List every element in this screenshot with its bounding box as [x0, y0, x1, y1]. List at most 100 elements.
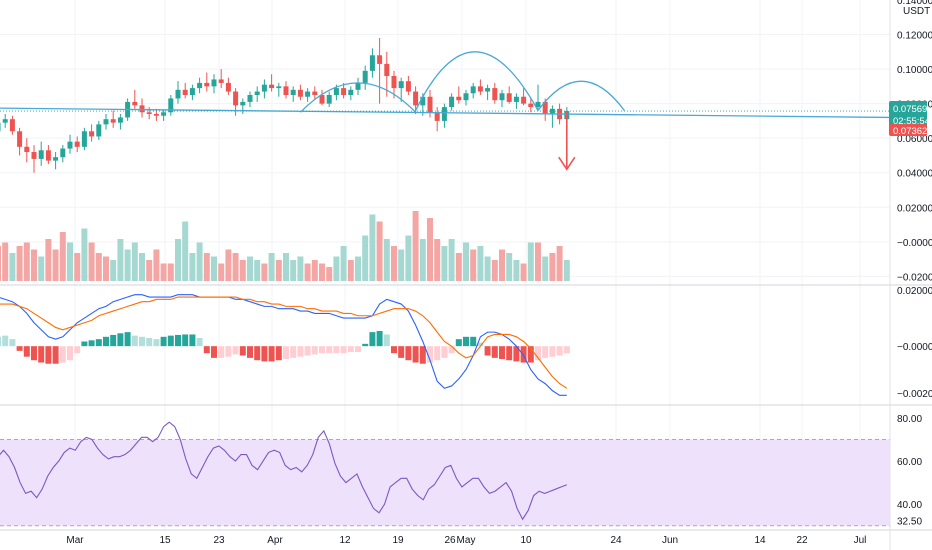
macd-histogram-bar	[38, 346, 45, 363]
candle-body	[377, 55, 383, 64]
current-price-text: 0.07569	[893, 104, 927, 115]
candle-body	[405, 81, 411, 92]
candle-body	[276, 86, 282, 89]
rsi-axis-label: 32.50	[897, 516, 922, 527]
rsi-axis-label: 40.00	[897, 500, 922, 511]
macd-histogram-bar	[319, 346, 325, 354]
candle-body	[89, 131, 95, 137]
volume-bar	[203, 253, 210, 281]
prev-price-text: 0.07362	[893, 126, 927, 137]
macd-histogram-bar	[520, 346, 527, 363]
volume-bar	[412, 211, 419, 281]
volume-bar	[470, 249, 477, 281]
macd-histogram-bar	[110, 334, 117, 347]
candle-body	[225, 82, 231, 92]
candle-body	[175, 89, 181, 99]
macd-histogram-bar	[275, 346, 282, 361]
candle-body	[31, 152, 37, 159]
countdown-text: 02:55:54	[893, 116, 930, 127]
volume-bar	[513, 260, 520, 281]
macd-histogram-bar	[499, 346, 505, 360]
macd-histogram-bar	[189, 334, 196, 347]
macd-histogram-bar	[527, 346, 534, 363]
volume-bar	[491, 260, 498, 281]
volume-bar	[549, 253, 556, 281]
candle-body	[189, 88, 195, 95]
candle-body	[297, 89, 303, 97]
macd-histogram-bar	[160, 336, 167, 347]
macd-line	[0, 294, 567, 396]
candle-body	[492, 88, 498, 101]
candle-body	[485, 88, 491, 92]
macd-histogram-bar	[311, 346, 318, 355]
candle-body	[67, 141, 73, 149]
macd-histogram-bar	[427, 346, 433, 363]
price-axis[interactable]: USDT 0.140000.120000.100000.080000.06000…	[897, 0, 932, 527]
candle-body	[53, 157, 59, 161]
macd-histogram-bar	[175, 334, 181, 347]
volume-bar	[196, 242, 203, 281]
time-axis-label: 12	[339, 535, 351, 546]
candle-body	[74, 141, 80, 147]
volume-bar	[81, 228, 88, 281]
macd-histogram-bar	[506, 346, 513, 361]
volume-bar	[225, 249, 232, 281]
macd-histogram-bar	[441, 346, 448, 358]
macd-histogram-bar	[398, 346, 405, 358]
volume-bar	[218, 263, 225, 281]
candle-body	[456, 96, 462, 101]
rsi-line	[0, 421, 568, 521]
macd-histogram-bar	[455, 339, 462, 347]
volume-bar	[9, 253, 16, 281]
volume-bar	[506, 253, 513, 281]
macd-histogram-bar	[326, 346, 333, 354]
volume-bar	[484, 256, 491, 281]
rsi-band-fill	[0, 439, 890, 526]
candle-body	[513, 96, 519, 102]
volume-bar	[275, 260, 282, 281]
macd-histogram-bar	[383, 334, 390, 347]
macd-histogram-bar	[117, 333, 124, 347]
volume-bar	[239, 260, 246, 281]
candle-body	[60, 148, 66, 158]
volume-bar	[74, 253, 81, 281]
candle-body	[9, 119, 15, 132]
time-axis[interactable]: Mar 15 23 Apr 12 19 26 May 10 24 Jun 14 22 Jul	[66, 535, 866, 546]
macd-histogram-bar	[261, 346, 268, 362]
candle-body	[348, 89, 354, 95]
time-axis-label: 24	[610, 535, 622, 546]
candle-body	[355, 82, 361, 90]
rsi-axis-label: 60.00	[897, 457, 922, 468]
volume-bar	[139, 253, 145, 281]
candle-body	[528, 103, 534, 108]
macd-histogram-bar	[67, 346, 73, 361]
macd-histogram-bar	[535, 346, 541, 361]
candle-body	[283, 86, 289, 95]
volume-bar	[535, 242, 541, 281]
macd-histogram-bar	[391, 346, 397, 354]
volume-bar	[2, 242, 9, 281]
volume-bar	[376, 221, 383, 281]
macd-histogram-bar	[376, 330, 383, 347]
volume-bar	[499, 249, 505, 281]
volume-bar	[355, 256, 361, 281]
candle-body	[233, 91, 239, 106]
time-axis-label: 14	[754, 535, 766, 546]
macd-histogram-bar	[419, 346, 426, 364]
macd-histogram-bar	[131, 335, 138, 347]
volume-bar	[211, 256, 217, 281]
candle-body	[24, 146, 30, 152]
candle-body	[168, 98, 174, 113]
volume-bar	[153, 249, 160, 281]
candle-body	[254, 91, 260, 95]
time-axis-label: 26	[444, 535, 456, 546]
macd-histogram-bar	[9, 339, 16, 347]
macd-histogram-bar	[167, 335, 174, 347]
volume-bar	[347, 260, 354, 281]
macd-histogram-bar	[95, 339, 102, 347]
candle-body	[434, 112, 440, 121]
volume-bar	[290, 260, 297, 281]
